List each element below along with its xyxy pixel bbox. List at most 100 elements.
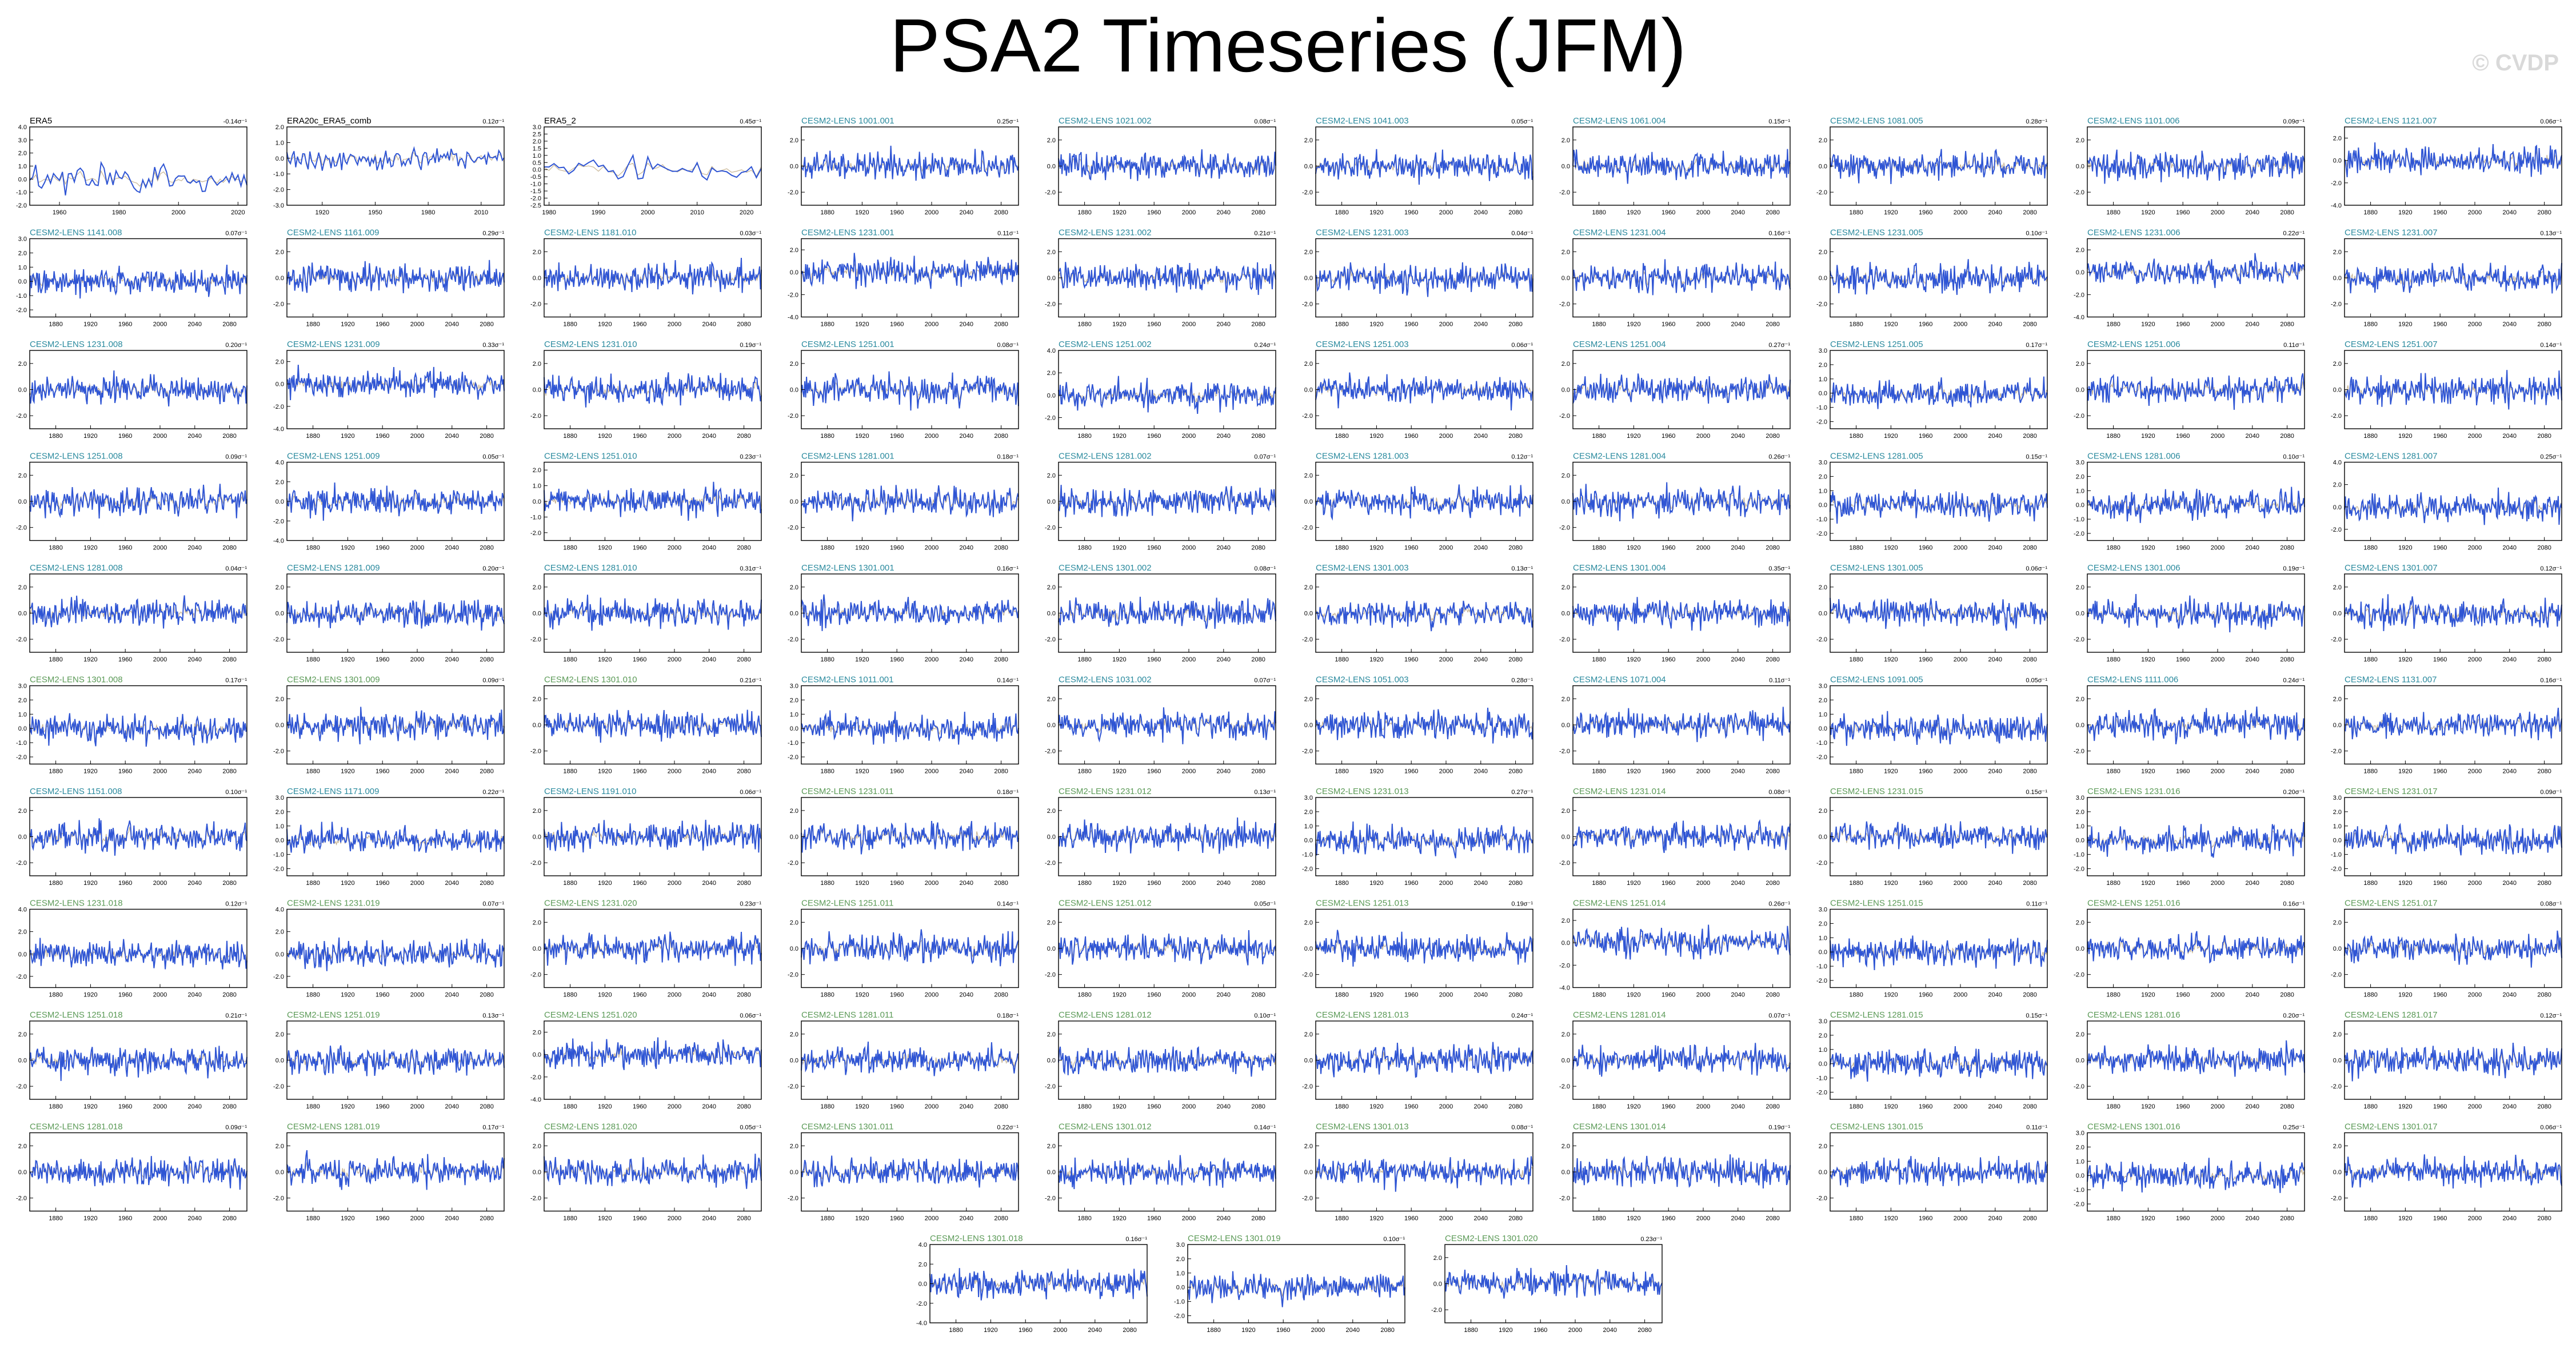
- y-tick-label: 0.0: [533, 275, 541, 282]
- x-tick-label: 1920: [1369, 209, 1383, 216]
- trend-label: 0.17σ⁻¹: [2026, 342, 2047, 349]
- x-tick-label: 2080: [2537, 209, 2551, 216]
- trend-label: 0.23σ⁻¹: [740, 901, 761, 908]
- y-tick-label: 4.0: [1047, 348, 1056, 354]
- panel-label: CESM2-LENS 1281.017: [2345, 1010, 2438, 1020]
- x-tick-label: 2080: [1638, 1327, 1651, 1334]
- x-tick-label: 1880: [49, 1103, 62, 1110]
- x-tick-label: 1880: [563, 1103, 577, 1110]
- y-tick-label: -2.0: [1045, 972, 1056, 979]
- x-tick-label: 2080: [480, 1103, 493, 1110]
- y-tick-label: 0.0: [275, 722, 284, 729]
- y-tick-label: -1.0: [16, 293, 27, 300]
- y-tick-label: 1.0: [1819, 1047, 1827, 1054]
- series-line: [1572, 924, 1791, 960]
- y-tick-label: 3.0: [1304, 795, 1313, 801]
- x-tick-label: 1960: [2433, 880, 2447, 887]
- series-line: [801, 1155, 1019, 1188]
- timeseries-panel: CESM2-LENS 1231.002 0.21σ⁻¹ 2.0 0.0 -2.0 1880…: [1045, 228, 1276, 328]
- panel-label: CESM2-LENS 1251.007: [2345, 340, 2438, 349]
- x-tick-label: 1920: [2141, 656, 2155, 663]
- timeseries-panel: CESM2-LENS 1231.019 0.07σ⁻¹ 4.0 2.0 0.0 -2.0 1…: [273, 899, 505, 999]
- x-tick-label: 2080: [2537, 433, 2551, 440]
- panel-label: CESM2-LENS 1251.001: [801, 340, 894, 349]
- x-tick-label: 1920: [855, 433, 869, 440]
- x-tick-label: 2000: [1439, 768, 1453, 775]
- x-tick-label: 2080: [2537, 321, 2551, 328]
- y-tick-label: 0.0: [2076, 269, 2084, 276]
- y-tick-label: 0.0: [1561, 722, 1570, 729]
- x-tick-label: 1880: [1077, 321, 1091, 328]
- series-line: [1572, 1043, 1791, 1077]
- timeseries-panel: CESM2-LENS 1301.002 0.08σ⁻¹ 2.0 0.0 -2.0 1880…: [1045, 563, 1276, 663]
- timeseries-panel: CESM2-LENS 1231.018 0.12σ⁻¹ 4.0 2.0 0.0 -2.0 1…: [16, 899, 247, 999]
- panel-label: CESM2-LENS 1251.004: [1573, 340, 1666, 349]
- series-line: [1058, 707, 1276, 744]
- x-tick-label: 2080: [2537, 545, 2551, 552]
- x-tick-label: 2080: [1251, 1215, 1265, 1222]
- timeseries-panel: CESM2-LENS 1281.014 0.07σ⁻¹ 2.0 0.0 -2.0 1880…: [1559, 1010, 1791, 1110]
- series-line: [1058, 817, 1276, 854]
- x-tick-label: 2080: [1508, 433, 1522, 440]
- x-tick-label: 1880: [306, 992, 319, 999]
- timeseries-panel: CESM2-LENS 1031.002 0.07σ⁻¹ 2.0 0.0 -2.0 1880…: [1045, 675, 1276, 775]
- panel-label: CESM2-LENS 1231.012: [1059, 787, 1152, 796]
- y-tick-label: 2.0: [275, 1143, 284, 1150]
- y-tick-label: 0.0: [1047, 392, 1056, 399]
- x-tick-label: 1960: [118, 1103, 132, 1110]
- y-tick-label: 2.0: [18, 808, 27, 815]
- x-tick-label: 1920: [598, 1215, 612, 1222]
- series-line: [29, 161, 247, 196]
- series-line: [1058, 1046, 1276, 1077]
- y-tick-label: 0.0: [2333, 946, 2342, 952]
- x-tick-label: 2080: [1766, 768, 1779, 775]
- timeseries-panel: CESM2-LENS 1301.005 0.06σ⁻¹ 2.0 0.0 -2.0 1880…: [1816, 563, 2048, 663]
- x-tick-label: 2000: [2211, 880, 2224, 887]
- x-tick-label: 2080: [1766, 656, 1779, 663]
- x-tick-label: 1960: [1662, 1215, 1675, 1222]
- x-tick-label: 1960: [118, 321, 132, 328]
- series-line: [286, 707, 505, 745]
- x-tick-label: 1960: [1147, 545, 1161, 552]
- y-tick-label: 2.0: [2076, 809, 2084, 816]
- y-tick-label: 0.0: [533, 167, 541, 174]
- x-tick-label: 1960: [2433, 1215, 2447, 1222]
- x-tick-label: 2040: [702, 1103, 716, 1110]
- plot-frame: [544, 126, 762, 206]
- timeseries-panel: CESM2-LENS 1021.002 0.08σ⁻¹ 2.0 0.0 -2.0 1880…: [1045, 116, 1276, 216]
- y-tick-label: -2.0: [1302, 525, 1313, 532]
- y-tick-label: 2.0: [18, 697, 27, 704]
- x-tick-label: 1920: [1884, 880, 1898, 887]
- y-tick-label: 2.0: [790, 472, 798, 479]
- y-tick-label: -2.0: [2331, 636, 2342, 643]
- x-tick-label: 2000: [2468, 1215, 2482, 1222]
- timeseries-panel: CESM2-LENS 1181.010 0.03σ⁻¹ 2.0 0.0 -2.0 1880…: [530, 228, 762, 328]
- y-tick-label: 2.0: [1561, 1143, 1570, 1150]
- timeseries-panel: CESM2-LENS 1231.001 0.11σ⁻¹ 2.0 0.0 -2.0 -4.0…: [788, 228, 1019, 328]
- panel-label: CESM2-LENS 1231.001: [801, 228, 894, 238]
- x-tick-label: 2080: [1766, 1103, 1779, 1110]
- x-tick-label: 2000: [641, 209, 654, 216]
- x-tick-label: 2080: [1251, 1103, 1265, 1110]
- x-tick-label: 1920: [855, 768, 869, 775]
- y-tick-label: 2.0: [1304, 1143, 1313, 1150]
- y-tick-label: 0.0: [1304, 275, 1313, 282]
- x-tick-label: 2080: [1251, 992, 1265, 999]
- panel-label: CESM2-LENS 1251.013: [1316, 899, 1409, 908]
- y-tick-label: -2.0: [916, 1301, 927, 1307]
- y-tick-label: -2.0: [273, 1083, 284, 1090]
- panel-label: CESM2-LENS 1061.004: [1573, 116, 1666, 126]
- trend-label: 0.11σ⁻¹: [1769, 677, 1790, 684]
- x-tick-label: 1880: [1592, 545, 1605, 552]
- x-tick-label: 1960: [633, 992, 646, 999]
- y-tick-label: 2.0: [2333, 809, 2342, 816]
- panel-label: CESM2-LENS 1301.019: [1188, 1234, 1281, 1243]
- y-tick-label: -2.0: [2331, 301, 2342, 308]
- timeseries-panel: CESM2-LENS 1281.003 0.12σ⁻¹ 2.0 0.0 -2.0 1880…: [1302, 452, 1533, 552]
- panel-label: CESM2-LENS 1301.008: [30, 675, 123, 685]
- series-line: [2087, 149, 2305, 184]
- y-tick-label: 0.0: [1819, 163, 1827, 170]
- panel-label: CESM2-LENS 1231.019: [287, 899, 380, 908]
- y-tick-label: -2.0: [16, 307, 27, 314]
- x-tick-label: 1880: [49, 880, 62, 887]
